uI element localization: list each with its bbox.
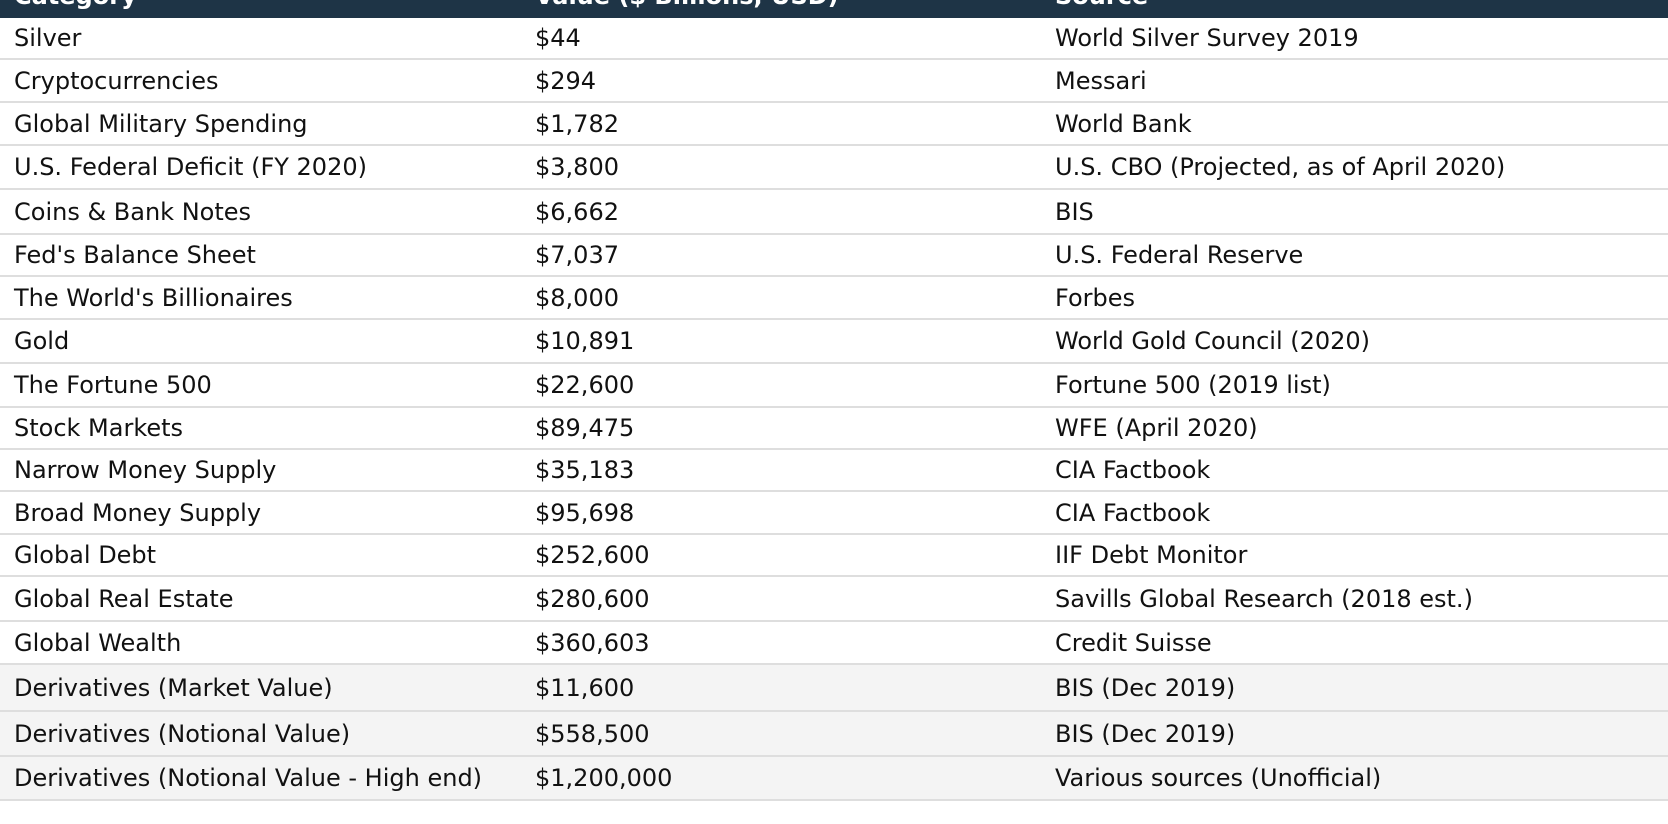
table-cell: Broad Money Supply [14,498,262,527]
table-cell: Global Debt [14,541,157,569]
table-cell: $360,603 [535,628,650,657]
table-cell: $44 [535,24,581,52]
table-cell: Coins & Bank Notes [14,197,252,226]
table-cell: U.S. Federal Deficit (FY 2020) [14,153,367,181]
table-row: Stock Markets $89,475 WFE (April 2020) [0,408,1668,450]
table-cell: World Silver Survey 2019 [1055,24,1359,52]
table-cell: Savills Global Research (2018 est.) [1055,584,1473,613]
table-header: Category Value ($ Billions, USD) Source [0,0,1668,18]
table-cell: Fed's Balance Sheet [14,241,256,269]
table-cell: IIF Debt Monitor [1055,541,1248,569]
table-cell: $3,800 [535,153,619,181]
table-cell: The Fortune 500 [14,371,212,399]
table-cell: Source [1055,0,1148,18]
table-row: U.S. Federal Deficit (FY 2020) $3,800 U.S.… [0,146,1668,190]
table-row: Fed's Balance Sheet $7,037 U.S. Federal Re… [0,235,1668,277]
table-cell: Messari [1055,66,1147,95]
table-row: Gold $10,891 World Gold Council (2020) [0,320,1668,364]
table-row: The Fortune 500 $22,600 Fortune 500 (2019 … [0,364,1668,408]
table-cell: CIA Factbook [1055,456,1211,484]
table-row: Global Military Spending $1,782 World Bank [0,103,1668,146]
table-cell: Global Real Estate [14,584,234,613]
table-row: Cryptocurrencies $294 Messari [0,60,1668,103]
table-row: Derivatives (Market Value) $11,600 BIS (De… [0,665,1668,712]
table-cell: $89,475 [535,414,635,442]
table-row: Global Debt $252,600 IIF Debt Monitor [0,535,1668,577]
table-cell: Global Wealth [14,628,182,657]
table-cell: $294 [535,66,597,95]
table-row: Narrow Money Supply $35,183 CIA Factbook [0,450,1668,492]
table-cell: $8,000 [535,283,619,312]
table-cell: Category [14,0,137,18]
table-cell: World Gold Council (2020) [1055,327,1371,355]
table-cell: BIS [1055,197,1094,226]
table-cell: U.S. CBO (Projected, as of April 2020) [1055,153,1506,181]
table-row: Global Wealth $360,603 Credit Suisse [0,622,1668,665]
table-cell: The World's Billionaires [14,283,293,312]
table-row: Derivatives (Notional Value) $558,500 BIS … [0,712,1668,757]
table-row: Coins & Bank Notes $6,662 BIS [0,190,1668,235]
table-row: The World's Billionaires $8,000 Forbes [0,277,1668,320]
table-row: Silver $44 World Silver Survey 2019 [0,18,1668,60]
table-cell: $558,500 [535,719,650,748]
table-cell: Cryptocurrencies [14,66,219,95]
table-cell: Derivatives (Notional Value - High end) [14,764,483,792]
table-cell: $280,600 [535,584,650,613]
table-cell: $11,600 [535,673,635,702]
table-cell: BIS (Dec 2019) [1055,673,1236,702]
table-cell: World Bank [1055,109,1192,138]
table-cell: U.S. Federal Reserve [1055,241,1304,269]
table-cell: $35,183 [535,456,635,484]
table-cell: WFE (April 2020) [1055,414,1258,442]
table-cell: $95,698 [535,498,635,527]
table-cell: Gold [14,327,70,355]
table-cell: $6,662 [535,197,619,226]
table-cell: Stock Markets [14,414,184,442]
table-cell: Narrow Money Supply [14,456,277,484]
table-cell: BIS (Dec 2019) [1055,719,1236,748]
table-cell: $22,600 [535,371,635,399]
table-row: Derivatives (Notional Value - High end) $… [0,757,1668,801]
table-cell: $1,782 [535,109,619,138]
table-cell: Fortune 500 (2019 list) [1055,371,1331,399]
table-cell: Forbes [1055,283,1136,312]
table-cell: $1,200,000 [535,764,673,792]
table-cell: Various sources (Unofficial) [1055,764,1382,792]
table-cell: Value ($ Billions, USD) [535,0,839,18]
table-row: Broad Money Supply $95,698 CIA Factbook [0,492,1668,535]
table-cell: Credit Suisse [1055,628,1212,657]
table-cell: Silver [14,24,82,52]
table-cell: Global Military Spending [14,109,308,138]
table-cell: $7,037 [535,241,619,269]
table-cell: Derivatives (Market Value) [14,673,333,702]
table-row: Global Real Estate $280,600 Savills Global… [0,577,1668,622]
table-cell: CIA Factbook [1055,498,1211,527]
table-cell: $252,600 [535,541,650,569]
table-cell: Derivatives (Notional Value) [14,719,351,748]
table-cell: $10,891 [535,327,635,355]
